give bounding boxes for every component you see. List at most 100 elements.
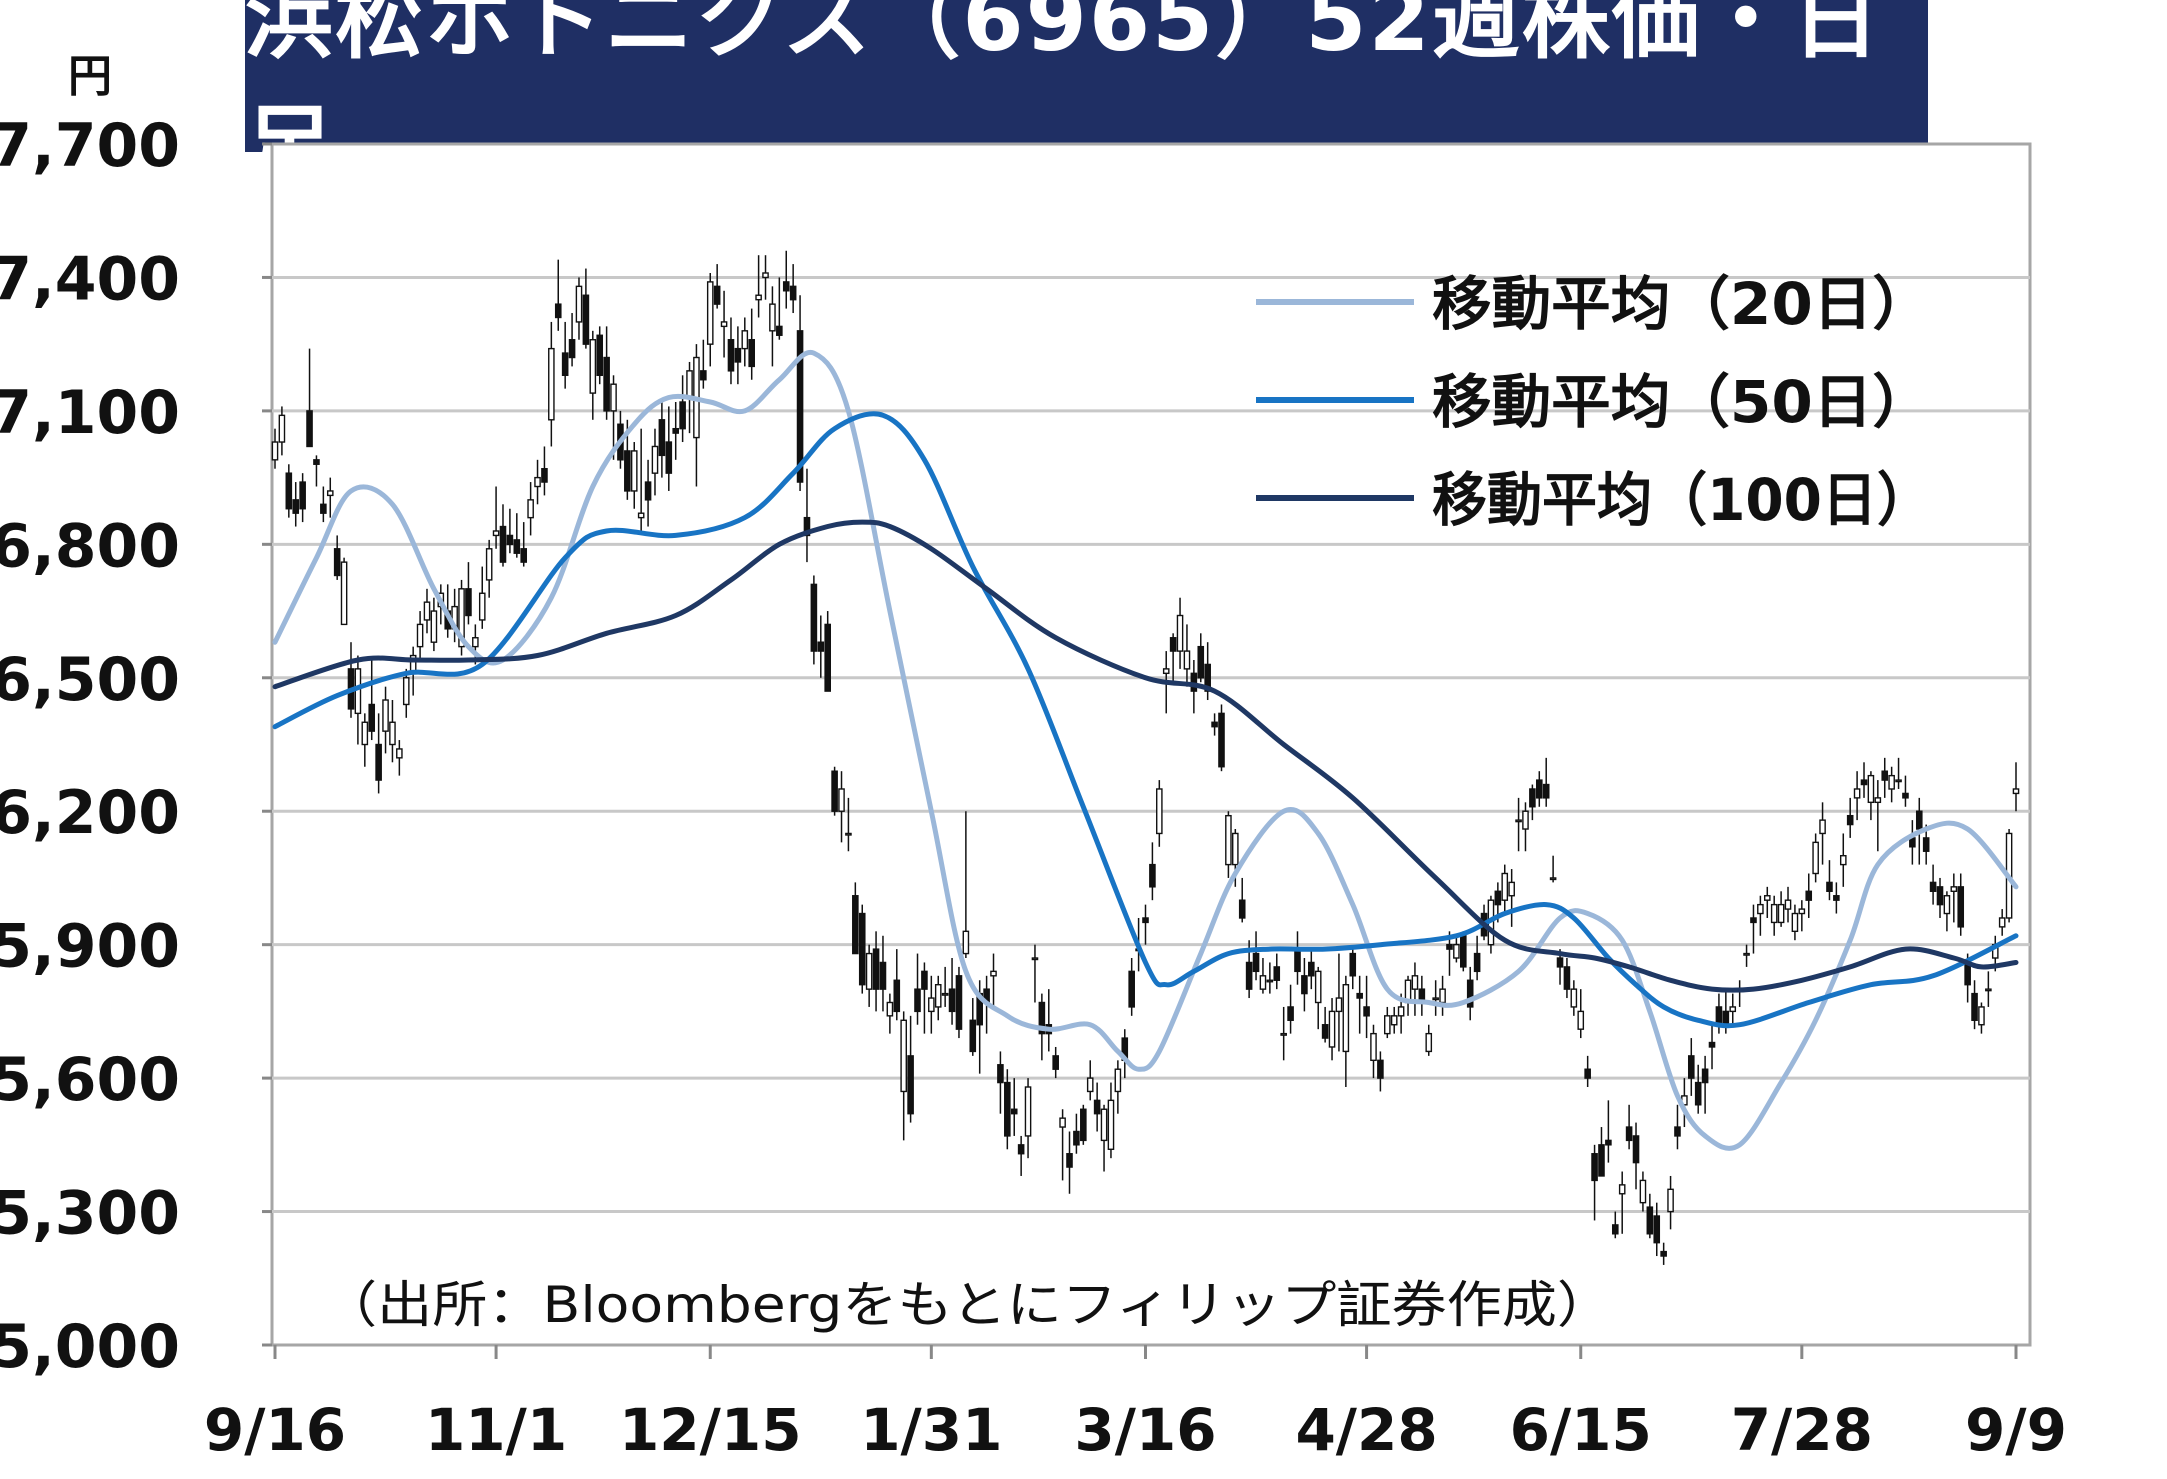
candle-body-down xyxy=(1204,663,1211,692)
candle xyxy=(955,966,963,1039)
candle xyxy=(568,313,576,367)
candle xyxy=(1618,1171,1626,1234)
candle xyxy=(928,975,935,1034)
candle-body-up xyxy=(1853,788,1861,799)
candle xyxy=(1743,944,1750,967)
candle-body-up xyxy=(1259,975,1267,990)
candle-body-down xyxy=(914,988,921,1013)
candle xyxy=(1701,1055,1709,1114)
candle-body-down xyxy=(1909,837,1916,848)
candle xyxy=(1881,757,1889,798)
candle xyxy=(1888,766,1895,803)
candle xyxy=(340,557,348,626)
candle xyxy=(776,277,783,340)
candle-body-up xyxy=(1522,810,1529,830)
candle xyxy=(1950,873,1958,923)
title-bar: 浜松ホトニクス（6965）52週株価・日足 xyxy=(245,0,1928,198)
candle xyxy=(1971,980,1978,1030)
candle-body-down xyxy=(333,548,341,577)
candle xyxy=(1100,1104,1108,1172)
candle-body-down xyxy=(1722,1010,1730,1026)
candle-body-down xyxy=(624,450,631,492)
candle xyxy=(1784,886,1792,923)
candle-body-down xyxy=(1694,1081,1702,1106)
candle-body-down xyxy=(582,294,590,345)
candle xyxy=(285,464,293,518)
candle xyxy=(1149,842,1156,901)
candle xyxy=(1625,1104,1633,1150)
x-tick-label: 3/16 xyxy=(1074,1396,1216,1464)
candle xyxy=(1708,1024,1716,1070)
candle xyxy=(1128,958,1135,1016)
candle xyxy=(706,272,714,367)
candle-body-down xyxy=(596,334,604,377)
candle xyxy=(1176,597,1184,669)
y-axis-unit-label: 円 xyxy=(68,51,112,102)
candle-body-down xyxy=(1238,899,1246,919)
candle-body-down xyxy=(1632,1135,1640,1164)
candle-body-down xyxy=(644,481,652,501)
candle xyxy=(1453,935,1460,963)
candle-body-down xyxy=(375,743,382,781)
candle-body-up xyxy=(769,303,776,332)
candle-body-up xyxy=(278,414,286,443)
candle-body-up xyxy=(1763,895,1771,901)
candle xyxy=(1694,1064,1702,1114)
candle-body-down xyxy=(748,339,756,368)
candle xyxy=(1287,984,1294,1034)
candle-body-down xyxy=(1881,770,1889,781)
candle xyxy=(893,949,901,1021)
candle-body-down xyxy=(810,583,818,652)
candle-body-down xyxy=(1321,1024,1329,1039)
candle-body-up xyxy=(1183,650,1191,670)
candle-body-down xyxy=(1473,952,1481,973)
y-tick-label: 6,200 xyxy=(0,778,180,848)
candle xyxy=(506,508,514,554)
x-tick-label: 9/16 xyxy=(204,1396,346,1464)
candle xyxy=(1466,966,1474,1021)
candle xyxy=(637,428,645,531)
candle xyxy=(1080,1104,1087,1145)
candle-body-down xyxy=(1611,1224,1619,1235)
candle xyxy=(941,966,949,1007)
candle-body-down xyxy=(658,419,666,457)
candle xyxy=(755,255,762,318)
candle xyxy=(554,259,562,331)
candle-body-up xyxy=(527,499,534,519)
candle xyxy=(1432,980,1439,1016)
candle-body-up xyxy=(1328,1010,1336,1048)
candle xyxy=(361,713,369,767)
candle-body-down xyxy=(955,975,963,1030)
candle xyxy=(1328,998,1336,1061)
candle xyxy=(1812,833,1819,883)
candle-body-up xyxy=(934,984,942,1008)
legend-item: 移動平均（50日） xyxy=(1256,368,1932,436)
candle-body-up xyxy=(1895,779,1902,783)
candle-body-up xyxy=(962,930,970,955)
candle xyxy=(513,513,521,558)
candle xyxy=(1301,958,1308,1012)
candle-body-up xyxy=(548,347,555,421)
candle xyxy=(1542,757,1550,807)
candle xyxy=(700,339,707,389)
candle-body-down xyxy=(1093,1099,1101,1115)
candle-body-up xyxy=(1549,877,1557,881)
candle-body-up xyxy=(1577,1010,1585,1030)
candle xyxy=(541,446,548,496)
candle-body-down xyxy=(1605,1139,1612,1146)
candle-body-down xyxy=(789,285,797,301)
candle-body-down xyxy=(1653,1215,1661,1244)
y-tick-label: 6,500 xyxy=(0,645,180,715)
candle-body-down xyxy=(1542,783,1550,799)
legend-label: 移動平均（100日） xyxy=(1432,466,1932,534)
candle-body-up xyxy=(1757,903,1764,915)
candle xyxy=(1066,1131,1073,1194)
candle xyxy=(1114,1060,1122,1114)
candle xyxy=(1791,904,1799,941)
candle xyxy=(1805,873,1813,918)
x-tick-label: 1/31 xyxy=(860,1396,1002,1464)
ma100-line xyxy=(272,519,2019,993)
candle xyxy=(1853,771,1861,821)
candle xyxy=(1687,1038,1695,1096)
candle xyxy=(548,321,555,447)
